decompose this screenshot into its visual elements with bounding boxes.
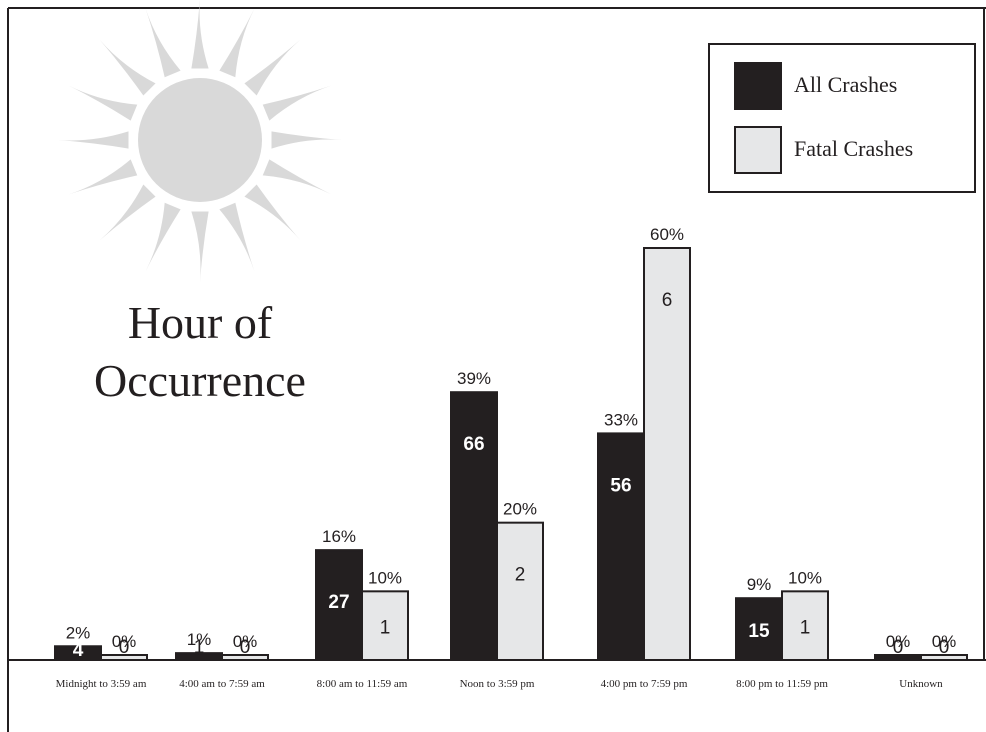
- data-label-count: 0: [939, 637, 950, 658]
- data-label-percent: 60%: [650, 225, 684, 244]
- data-label-percent: 0%: [886, 632, 911, 651]
- data-label-percent: 9%: [747, 575, 772, 594]
- x-tick-label: 8:00 pm to 11:59 pm: [736, 678, 828, 690]
- plot-area: 2%4 0%0 1%1 0%016%2710%139%6620%233%5660%69…: [54, 225, 968, 662]
- chart-title-line-1: Hour of: [128, 297, 273, 348]
- data-label-percent: 2%: [66, 623, 91, 642]
- x-tick-label: Midnight to 3:59 am: [56, 678, 147, 690]
- data-label-percent: 10%: [788, 568, 822, 587]
- data-label-percent: 0%: [932, 632, 957, 651]
- legend-swatch-fatal-crashes: [734, 126, 782, 174]
- data-label-percent: 39%: [457, 369, 491, 388]
- legend-label-all-crashes: All Crashes: [794, 72, 897, 97]
- x-tick-label: 4:00 am to 7:59 am: [179, 678, 265, 690]
- data-label-count: 0: [119, 637, 130, 658]
- data-label-count: 1: [380, 618, 391, 639]
- bar-fatal-crashes: [496, 521, 544, 662]
- x-tick-label: Unknown: [899, 678, 943, 690]
- data-label-count: 6: [662, 290, 673, 311]
- data-label-count: 1: [800, 618, 811, 639]
- legend: All Crashes Fatal Crashes: [708, 43, 976, 193]
- data-label-count: 27: [328, 592, 349, 613]
- data-label-percent: 10%: [368, 568, 402, 587]
- data-label-count: 2: [515, 565, 526, 586]
- data-label-count: 56: [610, 475, 631, 496]
- bar-all-crashes: [735, 597, 783, 662]
- data-label-percent: 33%: [604, 410, 638, 429]
- bar-all-crashes: [450, 391, 498, 661]
- data-label-percent: 16%: [322, 527, 356, 546]
- bar-all-crashes: [597, 432, 645, 661]
- legend-swatch-all-crashes: [734, 62, 782, 110]
- chart-title-line-2: Occurrence: [94, 355, 306, 406]
- data-label-percent: 0%: [233, 632, 258, 651]
- data-label-count: 1: [194, 637, 205, 658]
- x-tick-label: 8:00 am to 11:59 am: [317, 678, 408, 690]
- x-tick-label: Noon to 3:59 pm: [460, 678, 535, 690]
- data-label-percent: 20%: [503, 500, 537, 519]
- data-label-count: 15: [748, 621, 770, 642]
- sun-icon: [58, 0, 342, 282]
- data-label-count: 0: [893, 637, 904, 658]
- legend-label-fatal-crashes: Fatal Crashes: [794, 136, 913, 161]
- data-label-count: 66: [463, 434, 484, 455]
- data-label-count: 4: [73, 640, 84, 661]
- data-label-percent: 1%: [187, 630, 212, 649]
- x-tick-label: 4:00 pm to 7:59 pm: [601, 678, 688, 690]
- bar-fatal-crashes: [781, 590, 829, 661]
- x-axis-tick-labels: Midnight to 3:59 am 4:00 am to 7:59 am 8:0…: [56, 678, 944, 690]
- data-label-percent: 0%: [112, 632, 137, 651]
- data-label-count: 0: [240, 637, 251, 658]
